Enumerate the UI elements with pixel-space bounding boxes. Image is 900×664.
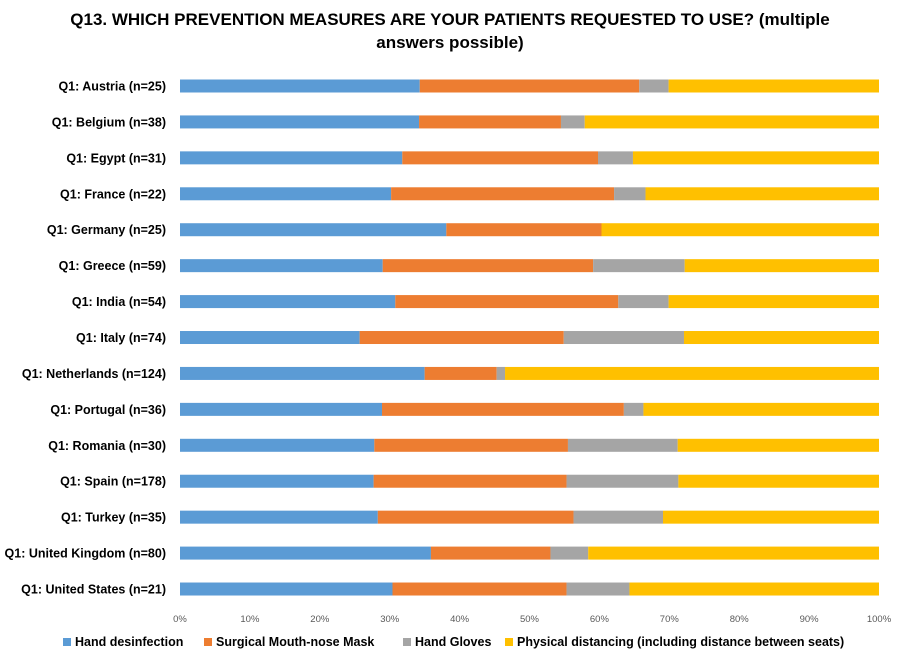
category-label: Q1: Italy (n=74) [76, 331, 166, 345]
category-label: Q1: Greece (n=59) [59, 259, 166, 273]
bar-segment [359, 331, 564, 345]
bar-segment [180, 187, 392, 201]
bar-segment [614, 187, 646, 201]
category-label: Q1: Germany (n=25) [47, 223, 166, 237]
x-tick-label: 0% [173, 614, 187, 625]
bar-segment [566, 582, 630, 596]
category-label: Q1: Austria (n=25) [58, 80, 166, 94]
bar-segment [180, 402, 383, 416]
category-label: Q1: United States (n=21) [21, 583, 166, 597]
bar-segment [377, 510, 574, 524]
bar-segment [180, 115, 420, 129]
bar-segment [623, 402, 644, 416]
category-label: Q1: France (n=22) [60, 187, 166, 201]
x-tick-label: 60% [590, 614, 610, 625]
legend-swatch [63, 638, 71, 646]
bar-segment [505, 366, 879, 380]
bar-segment [632, 151, 879, 165]
bar-segment [424, 366, 497, 380]
bar-segment [395, 295, 619, 309]
bar-segment [180, 366, 425, 380]
bar-segment [645, 187, 879, 201]
bar-segment [678, 474, 879, 488]
legend-label: Hand Gloves [415, 635, 491, 649]
bar-segment [663, 510, 879, 524]
bar-segment [629, 582, 879, 596]
bar-segment [373, 474, 567, 488]
bar-segment [496, 366, 506, 380]
bar-segment [643, 402, 879, 416]
x-tick-label: 40% [450, 614, 470, 625]
bar-segment [668, 295, 879, 309]
bar-segment [180, 331, 360, 345]
bar-segment [618, 295, 669, 309]
bar-segment [560, 115, 585, 129]
category-label: Q1: Portugal (n=36) [50, 403, 166, 417]
bar-segment [180, 510, 378, 524]
category-label: Q1: Spain (n=178) [60, 475, 166, 489]
bar-segment [668, 79, 879, 93]
bar-segment [593, 259, 685, 273]
bar-segment [430, 546, 551, 560]
bar-segment [446, 223, 602, 237]
bar-segment [677, 438, 879, 452]
legend-label: Physical distancing (including distance … [517, 635, 844, 649]
bar-segment [382, 259, 594, 273]
legend-label: Surgical Mouth-nose Mask [216, 635, 374, 649]
category-label: Q1: Turkey (n=35) [61, 511, 166, 525]
x-tick-label: 80% [730, 614, 750, 625]
category-label: Q1: India (n=54) [72, 295, 166, 309]
bar-segment [392, 582, 567, 596]
legend-swatch [403, 638, 411, 646]
bar-segment [588, 546, 879, 560]
bar-segment [374, 438, 568, 452]
bar-segment [419, 115, 561, 129]
bar-segment [598, 151, 633, 165]
bar-segment [391, 187, 615, 201]
bar-segment [402, 151, 599, 165]
bar-segment [180, 546, 431, 560]
bar-segment [180, 474, 374, 488]
x-tick-label: 100% [867, 614, 892, 625]
bar-segment [180, 223, 447, 237]
chart-title: Q13. WHICH PREVENTION MEASURES ARE YOUR … [70, 10, 830, 52]
bar-segment [419, 79, 640, 93]
category-label: Q1: Belgium (n=38) [52, 115, 166, 129]
legend-swatch [204, 638, 212, 646]
x-tick-label: 90% [800, 614, 820, 625]
category-label: Q1: United Kingdom (n=80) [5, 547, 166, 561]
bar-segment [563, 331, 684, 345]
bar-segment [180, 79, 420, 93]
x-tick-label: 20% [310, 614, 330, 625]
category-label: Q1: Netherlands (n=124) [22, 367, 166, 381]
x-tick-label: 50% [520, 614, 540, 625]
bar-segment [180, 259, 383, 273]
bar-segment [684, 259, 879, 273]
bar-segment [180, 151, 403, 165]
bar-segment [573, 510, 664, 524]
x-tick-label: 30% [380, 614, 400, 625]
bar-segment [382, 402, 624, 416]
bar-segment [639, 79, 669, 93]
legend-swatch [505, 638, 513, 646]
bar-segment [180, 438, 375, 452]
category-label: Q1: Egypt (n=31) [66, 151, 166, 165]
bar-segment [180, 582, 393, 596]
bar-segment [584, 115, 879, 129]
legend-label: Hand desinfection [75, 635, 183, 649]
x-tick-label: 70% [660, 614, 680, 625]
category-label: Q1: Romania (n=30) [48, 439, 166, 453]
x-tick-label: 10% [240, 614, 260, 625]
bar-segment [683, 331, 879, 345]
bar-segment [601, 223, 879, 237]
bar-segment [567, 438, 678, 452]
bar-segment [550, 546, 589, 560]
bar-segment [180, 295, 396, 309]
bar-segment [566, 474, 679, 488]
